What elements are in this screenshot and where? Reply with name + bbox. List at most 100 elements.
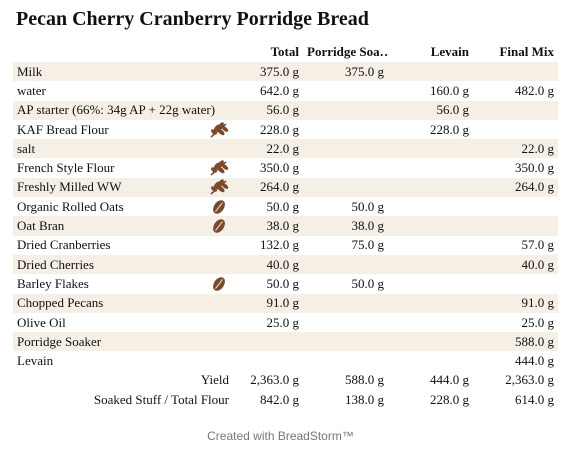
footer-credit: Created with BreadStorm™ — [207, 429, 354, 443]
column-header-final-mix: Final Mix — [499, 44, 554, 59]
summary-final-cell: 614.0 g — [473, 390, 558, 410]
final-mix-cell: 91.0 g — [473, 293, 558, 313]
column-header-porridge: Porridge Soa… — [307, 44, 388, 59]
final-mix-cell — [473, 216, 558, 236]
final-mix-cell: 588.0 g — [473, 332, 558, 352]
table-row: Oat Bran 38.0 g 38.0 g — [13, 216, 558, 236]
levain-cell: 228.0 g — [430, 121, 469, 137]
summary-levain-cell: 444.0 g — [388, 370, 473, 391]
table-row: water 642.0 g 160.0 g 482.0 g — [13, 81, 558, 100]
porridge-cell: 75.0 g — [351, 237, 385, 253]
ingredient-name: water — [17, 82, 46, 98]
final-mix-cell — [473, 120, 558, 139]
summary-row: Yield 2,363.0 g 588.0 g 444.0 g 2,363.0 g — [13, 370, 558, 391]
porridge-cell — [303, 313, 388, 332]
summary-final-cell: 2,363.0 g — [473, 370, 558, 391]
table-row: Olive Oil 25.0 g 25.0 g — [13, 313, 558, 332]
porridge-cell: 375.0 g — [303, 62, 388, 82]
porridge-cell — [303, 81, 388, 100]
wheat-icon — [205, 121, 233, 138]
levain-cell — [388, 216, 473, 236]
table-row: Barley Flakes 50.0 g 50.0 g — [13, 274, 558, 293]
levain-cell: 160.0 g — [430, 82, 469, 98]
final-mix-cell — [473, 197, 558, 216]
summary-porridge-cell: 588.0 g — [303, 370, 388, 391]
total-cell: 56.0 g — [233, 100, 303, 120]
ingredient-name: Barley Flakes — [17, 275, 89, 291]
table-row: Levain 444.0 g — [13, 351, 558, 370]
levain-cell — [388, 177, 473, 198]
ingredient-name: Freshly Milled WW — [13, 177, 205, 198]
levain-cell — [388, 274, 473, 293]
table-row: French Style Flour 350.0 g 350.0 g — [13, 158, 558, 177]
ingredient-name: Oat Bran — [13, 216, 205, 236]
grain-icon — [205, 218, 233, 234]
porridge-cell — [303, 120, 388, 139]
summary-total-cell: 2,363.0 g — [233, 370, 303, 391]
ingredient-name: Chopped Pecans — [13, 293, 205, 313]
total-cell: 22.0 g — [233, 139, 303, 159]
summary-label: Yield — [13, 370, 233, 391]
ingredient-name: KAF Bread Flour — [17, 121, 109, 137]
ingredient-name: French Style Flour — [17, 160, 115, 176]
page-title: Pecan Cherry Cranberry Porridge Bread — [16, 8, 369, 30]
total-cell — [233, 332, 303, 352]
porridge-cell — [303, 139, 388, 159]
levain-cell — [388, 332, 473, 352]
porridge-cell: 50.0 g — [351, 275, 385, 291]
final-mix-cell — [473, 274, 558, 293]
summary-label: Soaked Stuff / Total Flour — [13, 390, 233, 410]
total-cell: 375.0 g — [233, 62, 303, 82]
porridge-cell: 38.0 g — [303, 216, 388, 236]
levain-cell — [388, 313, 473, 332]
porridge-cell — [303, 100, 388, 120]
ingredient-name: Dried Cranberries — [17, 237, 111, 253]
total-cell: 50.0 g — [266, 275, 300, 291]
ingredient-name: AP starter (66%: 34g AP + 22g water) — [13, 100, 215, 120]
table-header: Total Porridge Soa… Levain Final Mix — [13, 42, 558, 62]
summary-levain-cell: 228.0 g — [388, 390, 473, 410]
grain-icon — [205, 199, 233, 215]
total-cell: 132.0 g — [260, 237, 299, 253]
final-mix-cell: 482.0 g — [515, 82, 554, 98]
levain-cell — [388, 62, 473, 82]
levain-cell — [388, 254, 473, 275]
ingredient-name: Milk — [13, 62, 205, 82]
recipe-table: Total Porridge Soa… Levain Final Mix Mil… — [13, 42, 558, 410]
final-mix-cell: 25.0 g — [521, 314, 555, 330]
table-row: Porridge Soaker 588.0 g — [13, 332, 558, 352]
porridge-cell — [303, 158, 388, 177]
levain-cell — [388, 139, 473, 159]
summary-row: Soaked Stuff / Total Flour 842.0 g 138.0 g… — [13, 390, 558, 410]
porridge-cell — [303, 351, 388, 370]
total-cell: 91.0 g — [233, 293, 303, 313]
final-mix-cell: 264.0 g — [473, 177, 558, 198]
table-row: salt 22.0 g 22.0 g — [13, 139, 558, 159]
levain-cell — [388, 236, 473, 255]
levain-cell: 56.0 g — [388, 100, 473, 120]
table-row: Dried Cranberries 132.0 g 75.0 g 57.0 g — [13, 236, 558, 255]
final-mix-cell: 350.0 g — [515, 160, 554, 176]
ingredient-name: Dried Cherries — [13, 254, 205, 275]
wheat-icon — [205, 160, 233, 176]
column-header-total: Total — [270, 44, 299, 59]
table-row: KAF Bread Flour 228.0 g 228.0 g — [13, 120, 558, 139]
final-mix-cell: 57.0 g — [521, 237, 555, 253]
porridge-cell — [303, 332, 388, 352]
wheat-icon — [205, 179, 233, 196]
levain-cell — [388, 293, 473, 313]
total-cell — [233, 351, 303, 370]
ingredient-name: salt — [13, 139, 205, 159]
levain-cell — [388, 158, 473, 177]
ingredient-name: Olive Oil — [17, 314, 66, 330]
levain-cell — [388, 197, 473, 216]
total-cell: 38.0 g — [233, 216, 303, 236]
column-header-levain: Levain — [430, 44, 469, 59]
levain-cell — [388, 351, 473, 370]
final-mix-cell — [473, 62, 558, 82]
summary-porridge-cell: 138.0 g — [303, 390, 388, 410]
final-mix-cell — [473, 100, 558, 120]
ingredient-name: Porridge Soaker — [13, 332, 205, 352]
summary-total-cell: 842.0 g — [233, 390, 303, 410]
porridge-cell — [303, 293, 388, 313]
